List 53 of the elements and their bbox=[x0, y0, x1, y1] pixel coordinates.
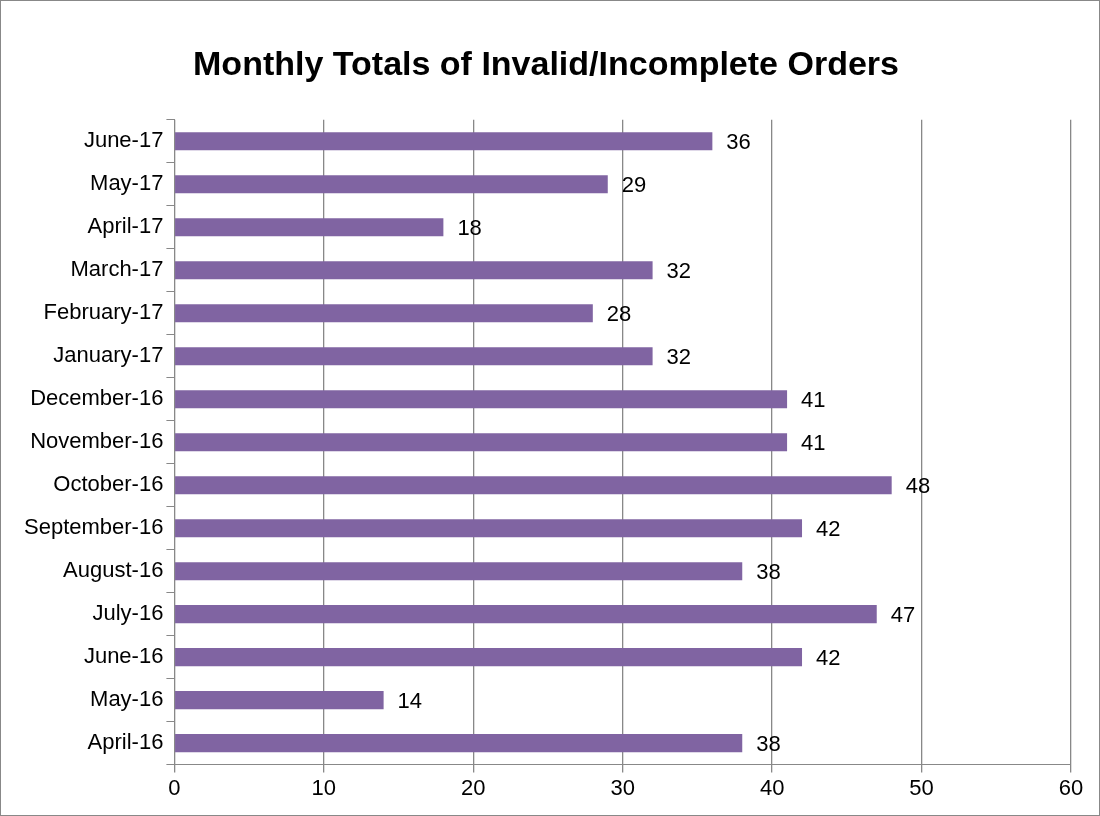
data-label: 42 bbox=[816, 516, 841, 542]
bar bbox=[175, 132, 713, 151]
data-label: 38 bbox=[756, 559, 781, 585]
bar bbox=[175, 433, 788, 452]
y-tick-label: May-16 bbox=[90, 686, 164, 712]
bar bbox=[175, 519, 803, 538]
y-tick-label: July-16 bbox=[92, 600, 164, 626]
y-tick-label: August-16 bbox=[63, 557, 164, 583]
bar bbox=[175, 648, 803, 667]
data-label: 14 bbox=[397, 688, 423, 714]
bar bbox=[175, 347, 653, 366]
data-label: 48 bbox=[905, 473, 931, 499]
data-label: 36 bbox=[726, 129, 751, 155]
x-tick-label: 20 bbox=[461, 774, 486, 800]
x-tick-label: 40 bbox=[759, 774, 785, 800]
data-label: 29 bbox=[621, 172, 647, 198]
data-label: 32 bbox=[666, 344, 692, 370]
bar bbox=[175, 691, 384, 710]
y-tick-label: June-17 bbox=[83, 127, 164, 153]
bar bbox=[175, 175, 608, 194]
y-tick-label: January-17 bbox=[53, 342, 164, 368]
x-tick-label: 50 bbox=[909, 774, 934, 800]
data-label: 47 bbox=[890, 602, 916, 628]
data-label: 32 bbox=[666, 258, 692, 284]
x-tick-label: 60 bbox=[1058, 774, 1084, 800]
data-label: 42 bbox=[816, 645, 841, 671]
x-tick-label: 0 bbox=[168, 774, 181, 800]
y-tick-label: October-16 bbox=[53, 471, 164, 497]
data-label: 18 bbox=[457, 215, 482, 241]
y-tick-label: September-16 bbox=[23, 514, 164, 540]
bar bbox=[175, 218, 444, 237]
y-tick-label: June-16 bbox=[83, 643, 164, 669]
bar bbox=[175, 562, 743, 581]
y-tick-label: March-17 bbox=[70, 256, 164, 282]
y-tick-label: February-17 bbox=[43, 299, 164, 325]
bar bbox=[175, 390, 788, 409]
y-tick-label: November-16 bbox=[30, 428, 164, 454]
y-tick-label: May-17 bbox=[90, 170, 164, 196]
bar bbox=[175, 261, 653, 280]
x-tick-label: 30 bbox=[610, 774, 635, 800]
bar bbox=[175, 734, 743, 753]
y-tick-label: April-16 bbox=[87, 729, 164, 755]
chart-title: Monthly Totals of Invalid/Incomplete Orders bbox=[193, 43, 899, 82]
data-label: 41 bbox=[801, 430, 826, 456]
bar bbox=[175, 476, 892, 495]
data-label: 41 bbox=[801, 387, 826, 413]
bar bbox=[175, 605, 877, 624]
bar bbox=[175, 304, 593, 323]
data-label: 38 bbox=[756, 731, 781, 757]
y-tick-label: April-17 bbox=[87, 213, 164, 239]
x-tick-label: 10 bbox=[311, 774, 337, 800]
data-label: 28 bbox=[606, 301, 632, 327]
y-tick-label: December-16 bbox=[30, 385, 164, 411]
